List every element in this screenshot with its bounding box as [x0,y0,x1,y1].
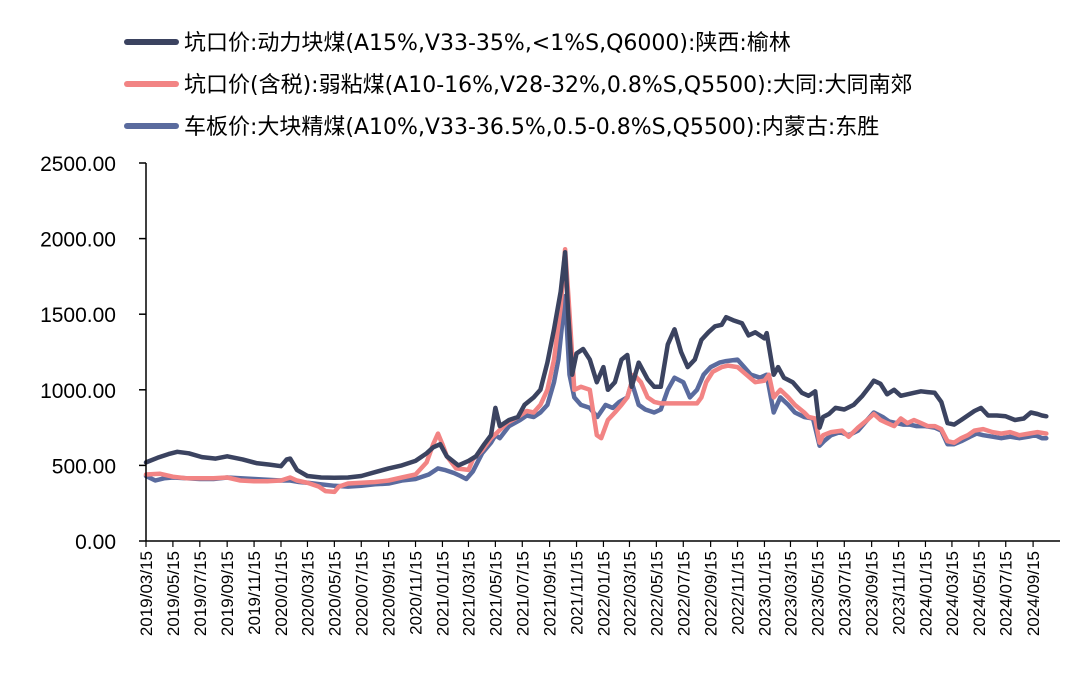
x-tick-label: 2019/09/15 [218,551,237,636]
x-tick-label: 2020/07/15 [352,551,371,636]
x-tick-label: 2023/03/15 [781,551,800,636]
legend-label-2: 坑口价(含税):弱粘煤(A10-16%,V28-32%,0.8%S,Q5500)… [184,73,912,98]
x-tick-label: 2024/05/15 [970,551,989,636]
x-tick-label: 2023/11/15 [890,551,909,635]
legend: 坑口价:动力块煤(A15%,V33-35%,<1%S,Q6000):陕西:榆林坑… [124,31,912,140]
x-tick-label: 2024/07/15 [997,551,1016,636]
x-tick-label: 2022/09/15 [702,551,721,636]
x-ticks: 2019/03/15 2019/05/15 2019/07/15 2019/09/15… [137,541,1043,636]
series-line-2 [143,246,1049,495]
x-tick-label: 2023/07/15 [835,551,854,636]
x-tick-label: 2022/07/15 [674,551,693,636]
x-tick-label: 2021/03/15 [459,551,478,636]
y-ticks: 2500.00 2000.00 1500.00 1000.00 500.00 0.00 [40,153,146,554]
x-tick-label: 2024/01/15 [916,551,935,636]
x-tick-label: 2019/05/15 [164,551,183,636]
x-tick-label: 2019/11/15 [245,551,264,635]
x-tick-label: 2020/11/15 [407,551,426,635]
x-tick-label: 2022/05/15 [647,551,666,636]
x-tick-label: 2019/07/15 [191,551,210,636]
series-line-3 [143,293,1049,489]
y-tick-label: 2000.00 [40,229,116,252]
x-tick-label: 2023/05/15 [808,551,827,636]
x-tick-label: 2024/03/15 [943,551,962,636]
plot-area: 2500.00 2000.00 1500.00 1000.00 500.00 0.00 2… [40,153,1060,636]
x-tick-label: 2024/09/15 [1024,551,1043,636]
x-tick-label: 2020/01/15 [272,551,291,636]
x-tick-label: 2021/05/15 [486,551,505,636]
series-line-1 [143,249,1049,481]
x-tick-label: 2020/09/15 [380,551,399,636]
y-tick-label: 0.00 [75,531,116,554]
x-tick-label: 2023/01/15 [755,551,774,636]
x-tick-label: 2021/07/15 [513,551,532,636]
x-tick-label: 2020/05/15 [325,551,344,636]
x-tick-label: 2021/01/15 [433,551,452,636]
x-tick-label: 2021/09/15 [541,551,560,636]
series-layer [143,246,1049,495]
x-tick-label: 2022/01/15 [594,551,613,636]
x-tick-label: 2022/11/15 [729,551,748,635]
y-tick-label: 500.00 [52,455,116,478]
legend-label-1: 坑口价:动力块煤(A15%,V33-35%,<1%S,Q6000):陕西:榆林 [184,31,791,56]
x-tick-label: 2022/03/15 [620,551,639,636]
x-tick-label: 2021/11/15 [568,551,587,635]
x-tick-label: 2019/03/15 [137,551,156,636]
x-tick-label: 2020/03/15 [298,551,317,636]
y-tick-label: 2500.00 [40,153,116,176]
legend-label-3: 车板价:大块精煤(A10%,V33-36.5%,0.5-0.8%S,Q5500)… [184,115,879,140]
x-tick-label: 2023/09/15 [863,551,882,636]
y-tick-label: 1000.00 [40,380,116,403]
y-tick-label: 1500.00 [40,304,116,327]
